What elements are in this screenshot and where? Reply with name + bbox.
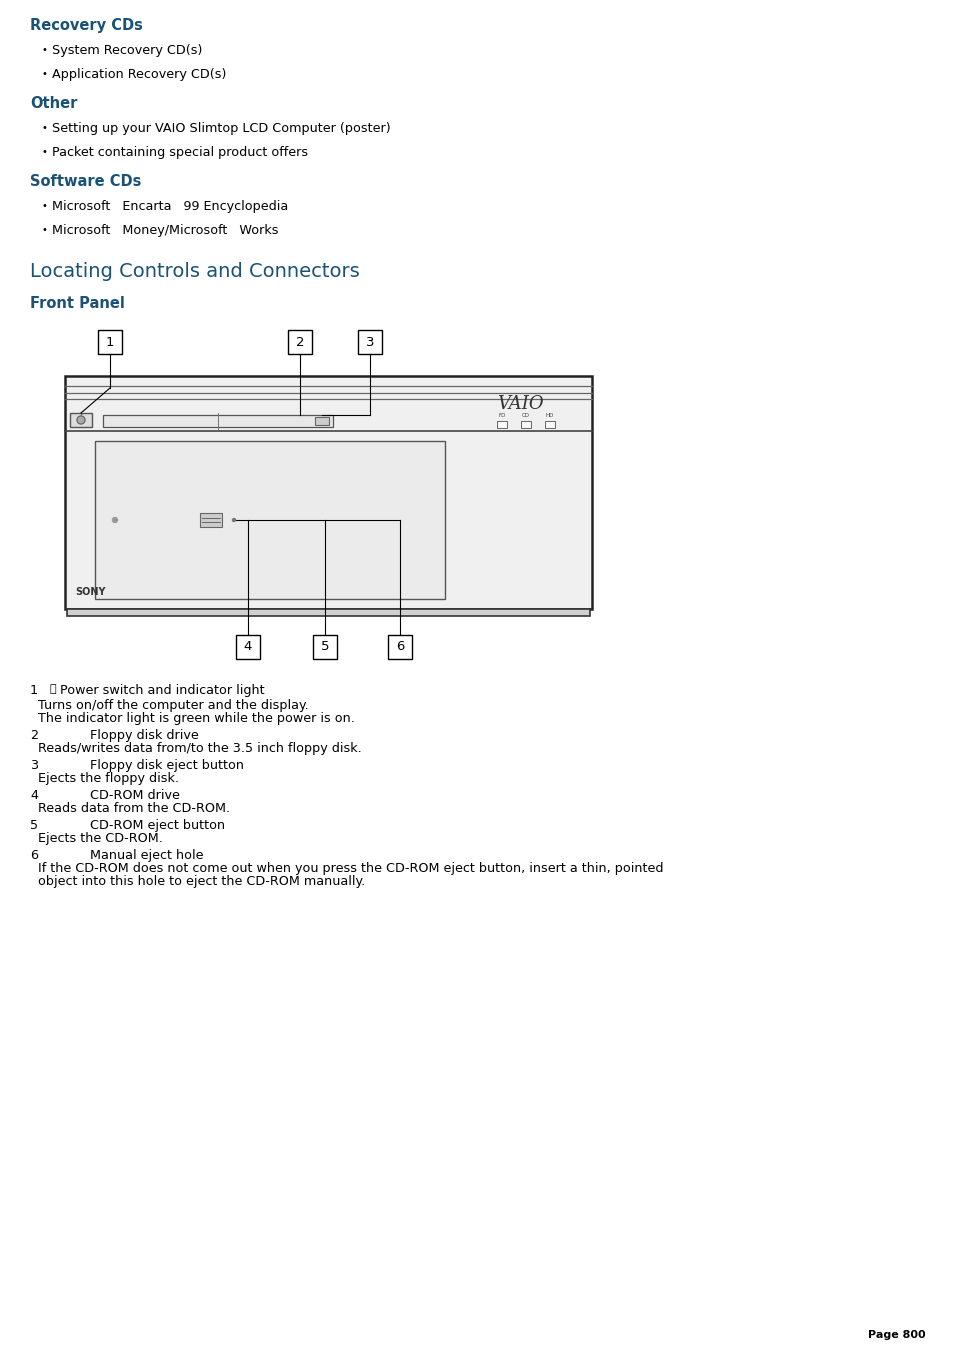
Text: •: • [42,201,48,211]
Bar [65,376,592,609]
Bar [98,330,122,354]
Text: SONY: SONY [75,586,106,597]
Bar [103,415,333,427]
Bar [520,422,531,428]
Text: 3: 3 [30,759,38,771]
Text: •: • [42,69,48,78]
Text: Microsoft   Encarta   99 Encyclopedia: Microsoft Encarta 99 Encyclopedia [52,200,288,213]
Text: Power switch and indicator light: Power switch and indicator light [60,684,264,697]
Text: Ejects the floppy disk.: Ejects the floppy disk. [38,771,179,785]
Text: The indicator light is green while the power is on.: The indicator light is green while the p… [38,712,355,725]
Bar [544,422,555,428]
Text: Software CDs: Software CDs [30,174,141,189]
Circle shape [233,519,235,521]
Text: Reads data from the CD-ROM.: Reads data from the CD-ROM. [38,802,230,815]
Text: 1: 1 [106,335,114,349]
Text: CD-ROM drive: CD-ROM drive [90,789,180,802]
Text: 6: 6 [30,848,38,862]
Text: 2: 2 [295,335,304,349]
Text: •: • [42,147,48,157]
Text: ⏻: ⏻ [50,684,56,694]
Bar [70,413,91,427]
Circle shape [77,416,85,424]
Bar [314,417,329,426]
Text: Reads/writes data from/to the 3.5 inch floppy disk.: Reads/writes data from/to the 3.5 inch f… [38,742,361,755]
Text: VAIO: VAIO [497,394,543,413]
Text: 4: 4 [244,640,252,654]
Text: CD-ROM eject button: CD-ROM eject button [90,819,225,832]
Bar [313,635,336,659]
Text: System Recovery CD(s): System Recovery CD(s) [52,45,202,57]
Text: 4: 4 [30,789,38,802]
Text: Floppy disk eject button: Floppy disk eject button [90,759,244,771]
Text: Packet containing special product offers: Packet containing special product offers [52,146,308,159]
Text: CD: CD [521,413,530,417]
Bar [67,609,589,616]
Text: Turns on/off the computer and the display.: Turns on/off the computer and the displa… [38,698,309,712]
Text: 3: 3 [365,335,374,349]
Text: Ejects the CD-ROM.: Ejects the CD-ROM. [38,832,163,844]
Text: If the CD-ROM does not come out when you press the CD-ROM eject button, insert a: If the CD-ROM does not come out when you… [38,862,662,875]
Text: object into this hole to eject the CD-ROM manually.: object into this hole to eject the CD-RO… [38,875,365,888]
Text: 5: 5 [320,640,329,654]
Text: Floppy disk drive: Floppy disk drive [90,730,198,742]
Bar [388,635,412,659]
Text: Other: Other [30,96,77,111]
Bar [357,330,381,354]
Bar [497,422,506,428]
Bar [235,635,260,659]
Text: •: • [42,226,48,235]
Text: 1: 1 [30,684,38,697]
Text: HD: HD [545,413,554,417]
Text: FD: FD [497,413,505,417]
Text: Manual eject hole: Manual eject hole [90,848,203,862]
Text: Microsoft   Money/Microsoft   Works: Microsoft Money/Microsoft Works [52,224,278,236]
Bar [288,330,312,354]
Text: 6: 6 [395,640,404,654]
Bar [95,440,444,598]
Text: 2: 2 [30,730,38,742]
Text: Setting up your VAIO Slimtop LCD Computer (poster): Setting up your VAIO Slimtop LCD Compute… [52,122,390,135]
Bar [200,513,222,527]
Text: •: • [42,45,48,55]
Text: Page 800: Page 800 [867,1329,925,1340]
Text: Application Recovery CD(s): Application Recovery CD(s) [52,68,226,81]
Text: •: • [42,123,48,132]
Text: Recovery CDs: Recovery CDs [30,18,143,32]
Text: Locating Controls and Connectors: Locating Controls and Connectors [30,262,359,281]
Text: 5: 5 [30,819,38,832]
Text: Front Panel: Front Panel [30,296,125,311]
Circle shape [112,517,117,523]
